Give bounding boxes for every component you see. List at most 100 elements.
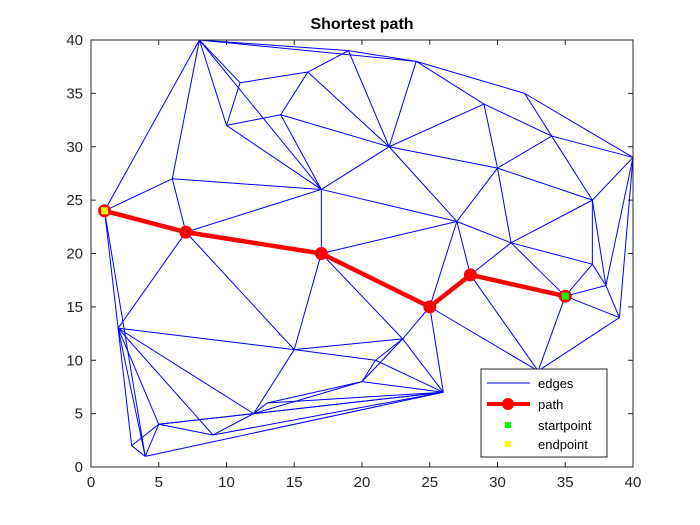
edge-line — [524, 93, 553, 137]
edge-line — [185, 188, 322, 233]
edge-line — [510, 242, 593, 265]
edge-line — [416, 60, 525, 94]
edge-line — [117, 328, 146, 457]
edge-line — [375, 359, 444, 393]
y-tick-label: 40 — [66, 32, 83, 49]
edge-line — [402, 306, 431, 340]
endpoint-marker — [101, 207, 109, 215]
edge-line — [104, 210, 119, 329]
edges-layer — [104, 39, 634, 457]
edge-line — [131, 423, 160, 447]
edge-line — [172, 178, 322, 190]
path-node-marker — [423, 300, 437, 314]
edge-line — [294, 349, 376, 361]
y-tick-label: 15 — [66, 299, 83, 316]
x-tick-label: 30 — [489, 474, 506, 491]
edge-line — [185, 231, 295, 350]
edge-line — [293, 253, 322, 350]
y-tick-label: 0 — [75, 459, 83, 476]
edge-line — [117, 327, 254, 415]
edge-line — [361, 381, 444, 393]
edge-line — [145, 391, 444, 457]
x-tick-label: 5 — [155, 474, 163, 491]
edge-line — [321, 220, 457, 254]
edge-line — [171, 178, 187, 233]
edge-line — [253, 349, 295, 414]
edge-line — [226, 82, 241, 126]
edge-line — [618, 157, 634, 318]
edge-line — [320, 253, 404, 340]
edge-line — [429, 306, 539, 372]
edge-line — [537, 296, 566, 372]
edge-line — [199, 39, 241, 84]
edge-line — [307, 71, 390, 148]
edge-line — [388, 146, 458, 222]
legend-path-label: path — [538, 397, 563, 412]
x-tick-label: 0 — [87, 474, 95, 491]
edge-line — [267, 391, 444, 404]
edge-line — [389, 146, 498, 169]
edge-line — [469, 274, 539, 372]
edge-line — [280, 71, 309, 115]
edge-line — [565, 285, 607, 297]
edge-line — [375, 338, 403, 361]
legend-startpoint-swatch — [505, 422, 511, 428]
x-tick-label: 40 — [625, 474, 642, 491]
edge-line — [117, 328, 133, 446]
edge-line — [591, 200, 607, 286]
edge-line — [537, 317, 620, 372]
legend-endpoint-label: endpoint — [538, 437, 588, 452]
edge-line — [524, 92, 634, 158]
legend: edges path startpoint endpoint — [480, 368, 608, 458]
edge-line — [361, 359, 376, 382]
edge-line — [497, 168, 512, 243]
chart-title: Shortest path — [310, 16, 413, 33]
edge-line — [199, 39, 349, 52]
y-tick-label: 5 — [75, 406, 83, 423]
edge-line — [198, 39, 227, 126]
edge-line — [591, 157, 634, 201]
edge-line — [253, 402, 268, 415]
legend-edges-label: edges — [538, 376, 574, 391]
y-tick-label: 20 — [66, 246, 83, 263]
edge-line — [212, 413, 254, 436]
edge-line — [199, 39, 322, 190]
edge-line — [104, 39, 200, 212]
edge-line — [497, 135, 552, 169]
edge-line — [212, 391, 444, 436]
edge-line — [429, 306, 444, 393]
y-tick-label: 35 — [66, 85, 83, 102]
path-line — [103, 208, 566, 310]
edge-line — [253, 381, 363, 415]
y-tick-label: 30 — [66, 139, 83, 156]
edge-line — [415, 60, 485, 105]
edge-line — [131, 445, 146, 457]
edge-line — [226, 124, 322, 190]
edge-line — [456, 221, 512, 244]
legend-box — [480, 368, 608, 458]
path-node-marker — [314, 247, 328, 260]
startpoint-marker — [561, 292, 569, 300]
edge-line — [388, 61, 417, 147]
edge-line — [104, 210, 146, 457]
x-tick-label: 15 — [286, 474, 303, 491]
edge-line — [510, 199, 593, 244]
edge-line — [605, 285, 620, 318]
edge-line — [118, 327, 295, 351]
edge-line — [483, 103, 552, 137]
edge-line — [117, 231, 187, 329]
x-tick-label: 25 — [421, 474, 438, 491]
edge-line — [551, 135, 634, 158]
y-tick-label: 10 — [66, 352, 83, 369]
edge-line — [117, 328, 160, 425]
edge-line — [429, 221, 458, 308]
edge-line — [239, 71, 308, 84]
edge-line — [199, 39, 417, 62]
path-node-marker — [179, 225, 193, 239]
edge-line — [456, 167, 498, 222]
edge-line — [158, 423, 214, 436]
edge-line — [402, 338, 444, 393]
edge-line — [591, 263, 607, 286]
